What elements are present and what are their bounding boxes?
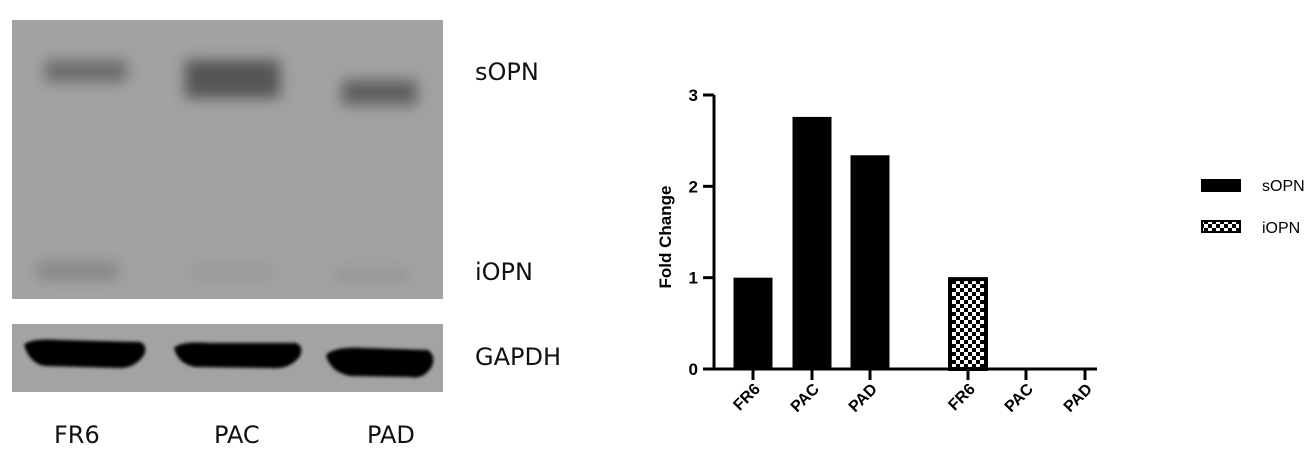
y-tick-label: 2 <box>689 177 698 196</box>
band-label-sopn: sOPN <box>475 58 539 86</box>
band-iopn-pac <box>185 266 275 278</box>
band-label-iopn: iOPN <box>475 258 533 286</box>
x-tick-label: FR6 <box>730 381 763 414</box>
bar-sopn-fr6 <box>733 277 773 369</box>
band-sopn-pac <box>185 60 280 98</box>
band-label-gapdh: GAPDH <box>475 343 562 371</box>
y-tick-label: 3 <box>689 86 698 105</box>
band-sopn-pad <box>342 80 417 105</box>
bar-sopn-pac <box>792 116 832 369</box>
band-iopn-fr6 <box>38 262 118 280</box>
legend-swatch-sopn <box>1201 179 1241 192</box>
lane-label-pad: PAD <box>367 421 415 449</box>
bar-chart: 0 1 2 3 FR6 PAC PAD FR6 PAC PAD Fold Change sOPN… <box>656 86 1305 416</box>
legend-label-iopn: iOPN <box>1262 220 1300 237</box>
band-gapdh-fr6 <box>24 339 146 368</box>
y-axis-label: Fold Change <box>656 186 675 289</box>
band-gapdh-pad <box>326 347 434 378</box>
bar-iopn-fr6 <box>948 277 988 371</box>
legend-label-sopn: sOPN <box>1262 178 1305 195</box>
x-tick-label: FR6 <box>945 381 978 414</box>
blot-opn-panel <box>12 20 443 299</box>
x-tick-label: PAD <box>846 381 881 416</box>
lane-label-pac: PAC <box>214 421 260 449</box>
bar-sopn-pad <box>850 155 890 369</box>
legend: sOPN iOPN <box>1201 178 1305 237</box>
x-tick-label: PAD <box>1061 381 1096 416</box>
band-gapdh-pac <box>174 342 302 369</box>
y-tick-label: 0 <box>689 360 698 379</box>
x-tick-label: PAC <box>1002 380 1037 415</box>
legend-swatch-iopn <box>1201 220 1241 233</box>
x-tick-label: PAC <box>788 380 823 415</box>
y-tick-label: 1 <box>689 269 698 288</box>
band-sopn-fr6 <box>45 60 127 82</box>
lane-label-fr6: FR6 <box>54 421 100 449</box>
blot-gapdh-panel <box>12 324 443 392</box>
band-iopn-pad <box>335 268 410 282</box>
